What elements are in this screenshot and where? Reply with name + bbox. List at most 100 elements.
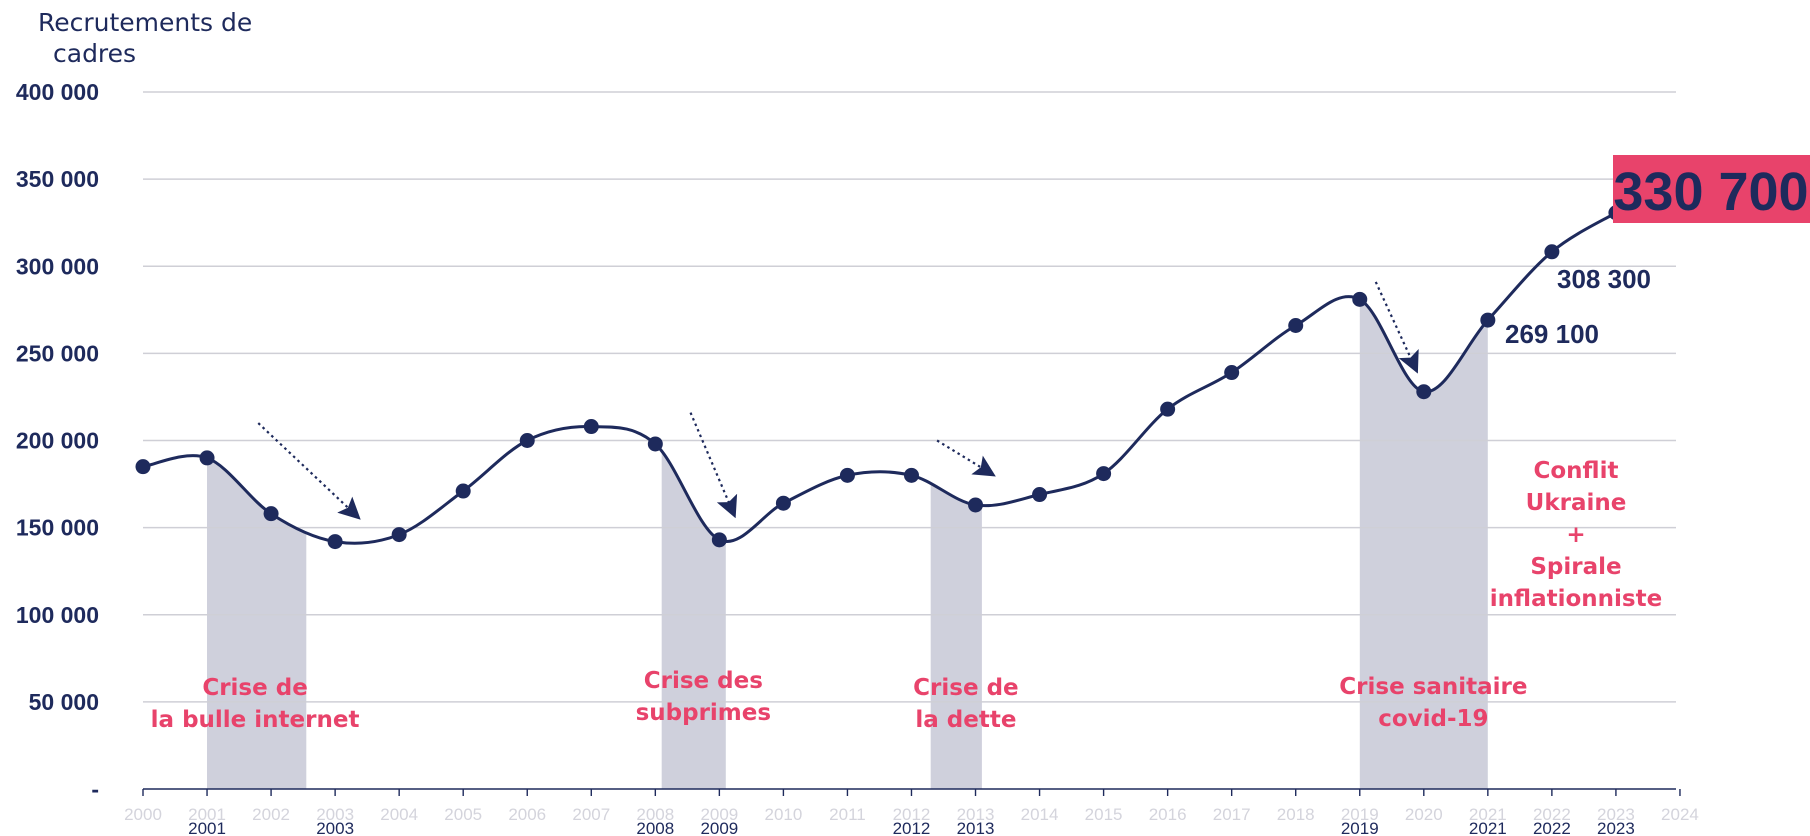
- x-tick-label-2000: 2000: [124, 805, 162, 824]
- x-tick-label-2018: 2018: [1277, 805, 1315, 824]
- data-point-2017: [1224, 365, 1240, 381]
- decline-arrow-1: [689, 412, 738, 519]
- y-tick-label-2: 100 000: [16, 602, 99, 628]
- crisis-label-3-0: Crise sanitaire: [1339, 674, 1527, 700]
- data-point-2002: [263, 506, 279, 522]
- crisis-shades: [207, 299, 1488, 789]
- data-point-2010: [775, 495, 791, 511]
- crisis-label-1-1: subprimes: [636, 700, 771, 726]
- y-tick-label-1: 50 000: [29, 689, 99, 715]
- crisis-label-2-0: Crise de: [913, 675, 1018, 701]
- x-tick-label-2007: 2007: [572, 805, 610, 824]
- x-highlight-label-2003: 2003: [316, 819, 354, 836]
- data-point-2013: [968, 497, 984, 513]
- x-tick-label-2010: 2010: [764, 805, 802, 824]
- data-point-2009: [711, 532, 727, 548]
- ukraine-annotation-line-4: inflationniste: [1490, 586, 1662, 612]
- x-tick-label-2019: 2019: [1341, 805, 1379, 824]
- value-label-2022: 308 300: [1557, 264, 1651, 294]
- gridlines: [143, 91, 1676, 703]
- crisis-label-2-1: la dette: [915, 707, 1016, 733]
- x-highlight-label-2021: 2021: [1469, 819, 1507, 836]
- y-tick-label-4: 200 000: [16, 428, 99, 454]
- x-highlight-label-2022: 2022: [1533, 819, 1571, 836]
- data-point-2011: [839, 467, 855, 483]
- y-tick-label-0: -: [91, 776, 99, 802]
- decline-arrow-0: [257, 422, 361, 520]
- x-highlight-label-2012: 2012: [893, 819, 931, 836]
- series-points: [135, 205, 1624, 550]
- data-point-2001: [199, 450, 215, 466]
- x-tick-label-2009: 2009: [700, 805, 738, 824]
- x-tick-label-2005: 2005: [444, 805, 482, 824]
- ukraine-annotation-line-1: Ukraine: [1526, 490, 1627, 516]
- x-tick-label-2013: 2013: [957, 805, 995, 824]
- x-tick-label-2022: 2022: [1533, 805, 1571, 824]
- x-tick-label-2017: 2017: [1213, 805, 1251, 824]
- crisis-label-3-1: covid-19: [1378, 706, 1488, 732]
- x-tick-label-2008: 2008: [636, 805, 674, 824]
- ukraine-annotation-line-3: Spirale: [1530, 554, 1621, 580]
- data-point-2022: [1544, 244, 1560, 260]
- x-highlight-label-2019: 2019: [1341, 819, 1379, 836]
- data-point-2005: [455, 483, 471, 499]
- crisis-shade-1: [661, 451, 726, 789]
- x-tick-label-2012: 2012: [893, 805, 931, 824]
- chart-labels: - 50 000 100 000 150 000 200 000 250 000 300 0…: [16, 8, 1810, 836]
- x-tick-label-2016: 2016: [1149, 805, 1187, 824]
- x-tick-label-2006: 2006: [508, 805, 546, 824]
- x-highlight-label-2001: 2001: [188, 819, 226, 836]
- data-point-2016: [1160, 401, 1176, 417]
- crisis-label-1-0: Crise des: [644, 668, 763, 694]
- crisis-shade-3: [1359, 299, 1488, 789]
- x-tick-label-2001: 2001: [188, 805, 226, 824]
- decline-arrows: [257, 281, 1419, 520]
- x-tick-label-2004: 2004: [380, 805, 418, 824]
- data-point-2004: [391, 527, 407, 543]
- value-label-2023: 330 700: [1613, 162, 1808, 222]
- data-point-2019: [1352, 291, 1368, 307]
- x-tick-label-2020: 2020: [1405, 805, 1443, 824]
- x-tick-label-2002: 2002: [252, 805, 290, 824]
- crisis-shade-2: [930, 483, 982, 789]
- data-point-2020: [1416, 384, 1432, 400]
- axes: [142, 788, 1681, 796]
- crisis-label-0-1: la bulle internet: [151, 707, 360, 733]
- ukraine-annotation-line-2: +: [1566, 522, 1585, 548]
- x-highlight-label-2008: 2008: [636, 819, 674, 836]
- x-tick-label-2023: 2023: [1597, 805, 1635, 824]
- data-point-2012: [903, 467, 919, 483]
- data-point-2015: [1096, 466, 1112, 482]
- crisis-label-0-0: Crise de: [202, 675, 307, 701]
- crisis-shade-0: [207, 457, 307, 789]
- y-tick-label-5: 250 000: [16, 340, 99, 366]
- ukraine-annotation-line-0: Conflit: [1534, 458, 1619, 484]
- data-point-2006: [519, 433, 535, 448]
- data-point-2014: [1032, 487, 1048, 503]
- x-tick-label-2021: 2021: [1469, 805, 1507, 824]
- x-tick-label-2011: 2011: [829, 805, 866, 824]
- x-tick-label-2003: 2003: [316, 805, 354, 824]
- value-label-2021: 269 100: [1505, 319, 1599, 349]
- x-highlight-label-2023: 2023: [1597, 819, 1635, 836]
- y-axis-title-line-0: Recrutements de: [38, 8, 252, 37]
- data-point-2008: [647, 436, 663, 452]
- data-point-2003: [327, 534, 343, 550]
- data-point-2007: [583, 419, 599, 435]
- data-point-2021: [1480, 312, 1496, 328]
- y-tick-label-3: 150 000: [16, 515, 99, 541]
- y-tick-label-7: 350 000: [16, 166, 99, 192]
- data-point-2000: [135, 459, 151, 475]
- x-tick-label-2015: 2015: [1085, 805, 1123, 824]
- x-tick-label-2024: 2024: [1661, 805, 1699, 824]
- y-tick-label-8: 400 000: [16, 79, 99, 105]
- x-tick-label-2014: 2014: [1021, 805, 1059, 824]
- y-tick-label-6: 300 000: [16, 253, 99, 279]
- data-point-2018: [1288, 317, 1304, 333]
- value-highlight-box-2023: [1613, 155, 1810, 223]
- x-highlight-label-2009: 2009: [700, 819, 738, 836]
- decline-arrow-2: [936, 439, 996, 477]
- y-axis-title-line-1: cadres: [53, 39, 136, 68]
- x-highlight-label-2013: 2013: [957, 819, 995, 836]
